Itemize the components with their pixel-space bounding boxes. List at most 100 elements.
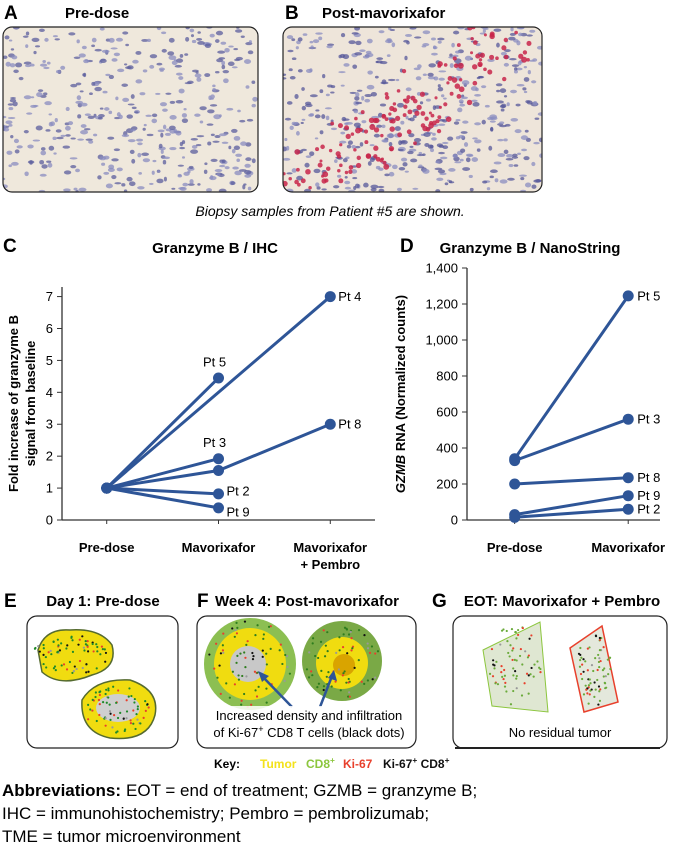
cell-dot [44,655,47,659]
cell-dot [60,642,63,645]
stained-cell [473,40,478,45]
nucleus [169,115,177,120]
nucleus [440,94,445,98]
nucleus [378,167,384,171]
cell-dot [322,629,325,632]
cell-dot [326,631,329,634]
nucleus [326,45,333,49]
key-item: Tumor [260,757,297,771]
data-point [622,290,634,302]
cell-dot [107,696,110,699]
cell-dot [607,673,610,676]
stained-cell [267,191,271,195]
nucleus [301,105,306,111]
cell-dot [75,667,78,671]
nucleus [366,38,373,44]
nucleus [495,83,503,87]
stained-cell [438,105,442,109]
cell-dot [376,650,380,653]
stained-cell [390,118,396,124]
stained-cell [477,61,483,67]
superscript: + [412,755,417,765]
cell-dot [496,683,500,686]
nucleus [434,167,443,171]
nucleus [36,92,43,98]
nucleus [347,140,353,145]
nucleus [83,59,90,64]
nucleus [359,49,366,53]
nucleus [404,55,408,61]
nucleus [361,120,367,124]
nucleus [79,90,84,93]
nucleus [189,28,195,33]
nucleus [359,142,364,147]
nucleus [168,125,176,131]
y-tick-label: 0 [451,513,458,528]
nucleus [330,85,336,89]
cell-dot [222,651,225,654]
stained-cell [381,113,386,118]
x-tick-label: Mavorixafor [293,540,367,555]
nucleus [160,149,164,154]
cell-dot [58,649,62,652]
nucleus [474,122,481,126]
nucleus [137,152,142,158]
nucleus [512,153,518,157]
nucleus [333,185,340,189]
nucleus [29,63,35,67]
cell-dot [236,626,239,629]
nucleus [428,63,436,68]
nucleus [30,104,38,108]
nucleus [440,156,448,160]
nucleus [477,75,485,79]
nucleus [47,162,53,168]
stained-cell [422,125,428,132]
nucleus [65,134,71,137]
cell-dot [515,659,518,662]
nucleus [162,159,167,165]
nucleus [470,86,478,91]
cell-dot [241,674,244,678]
cell-dot [52,640,55,643]
cell-dot [342,672,345,675]
series-label: Pt 2 [637,502,660,517]
nucleus [182,182,189,187]
nucleus [39,63,48,67]
cell-dot [327,671,330,674]
series-label: Pt 9 [637,488,660,503]
nucleus [125,43,130,47]
tissue-texture [267,27,542,195]
nucleus [308,113,314,117]
cell-dot [514,630,517,634]
nucleus [432,105,437,110]
nucleus [379,60,388,65]
stained-cell [396,89,401,93]
stained-cell [336,154,342,159]
cell-dot [580,656,583,659]
cell-dot [502,628,505,631]
cell-dot [245,643,248,646]
nucleus [216,173,221,177]
nucleus [513,164,519,167]
y-tick-label: 3 [46,417,53,432]
cell-dot [235,632,239,635]
cell-dot [513,658,516,661]
nucleus [212,84,216,88]
cell-dot [319,640,323,643]
cell-dot [52,667,56,670]
cell-dot [84,639,87,643]
nucleus [169,100,176,104]
nucleus [39,159,45,165]
x-tick-label: Mavorixafor [591,540,665,555]
nucleus [60,65,66,70]
nucleus [179,141,184,147]
nucleus [538,137,542,143]
cell-dot [125,717,128,720]
stained-cell [380,133,384,138]
nucleus [108,74,114,80]
nucleus [355,101,363,105]
nucleus [32,139,41,142]
stained-cell [454,83,461,89]
nucleus [39,173,47,177]
cell-dot [326,649,329,653]
